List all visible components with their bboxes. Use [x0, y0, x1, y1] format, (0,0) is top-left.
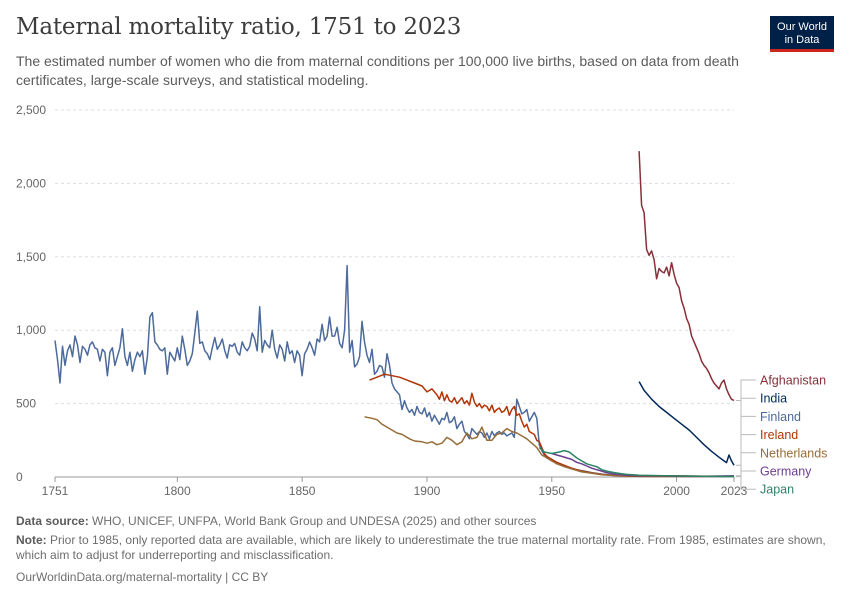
y-axis-ticks: 0 500 1,000 1,500 2,000 2,500: [16, 103, 46, 484]
series-line-ireland[interactable]: [369, 373, 735, 478]
series-label-ireland[interactable]: Ireland: [760, 428, 798, 442]
x-tick-label: 1850: [289, 484, 316, 498]
source-text: WHO, UNICEF, UNFPA, World Bank Group and…: [92, 514, 537, 528]
series-lines: [54, 151, 735, 478]
x-tick-label: 1950: [538, 484, 565, 498]
series-label-netherlands[interactable]: Netherlands: [760, 446, 827, 460]
x-tick-label: 1800: [164, 484, 191, 498]
series-line-india[interactable]: [638, 381, 735, 466]
label-connector: [736, 476, 756, 490]
data-source: Data source: WHO, UNICEF, UNFPA, World B…: [16, 514, 831, 529]
series-line-netherlands[interactable]: [364, 416, 735, 478]
x-axis: 1751 1800 1850 1900 1950 2000 2023: [42, 476, 748, 498]
owid-logo[interactable]: Our World in Data: [770, 16, 834, 52]
label-connector: [736, 452, 756, 477]
y-tick-label: 0: [16, 470, 23, 484]
series-label-afghanistan[interactable]: Afghanistan: [760, 374, 826, 388]
line-chart: 0 500 1,000 1,500 2,000 2,500 1751 1800 1850 190…: [16, 103, 827, 498]
x-tick-label: 1751: [42, 484, 69, 498]
logo-line-2: in Data: [784, 33, 820, 46]
x-tick-label: 1900: [414, 484, 441, 498]
series-line-afghanistan[interactable]: [638, 151, 735, 402]
series-label-japan[interactable]: Japan: [760, 483, 794, 497]
source-label: Data source:: [16, 514, 89, 528]
credit-link[interactable]: OurWorldinData.org/maternal-mortality | …: [16, 570, 269, 584]
logo-line-1: Our World: [777, 20, 827, 33]
series-label-germany[interactable]: Germany: [760, 465, 812, 479]
y-tick-label: 2,500: [16, 103, 46, 117]
label-connector: [736, 397, 756, 466]
label-connector: [736, 415, 756, 477]
series-line-japan[interactable]: [538, 447, 735, 478]
grid-lines: [55, 109, 734, 405]
chart-subtitle: The estimated number of women who die fr…: [16, 53, 739, 88]
y-tick-label: 2,000: [16, 176, 46, 190]
series-line-germany[interactable]: [551, 452, 734, 478]
series-line-finland[interactable]: [54, 264, 735, 478]
x-tick-label: 2000: [663, 484, 690, 498]
label-connector: [736, 434, 756, 477]
series-labels: Afghanistan India Finland Ireland Netherland…: [736, 374, 827, 497]
y-tick-label: 1,000: [16, 323, 46, 337]
data-note: Note: Prior to 1985, only reported data …: [16, 533, 831, 563]
y-tick-label: 500: [16, 397, 36, 411]
chart-title: Maternal mortality ratio, 1751 to 2023: [16, 14, 462, 40]
series-label-finland[interactable]: Finland: [760, 410, 801, 424]
y-tick-label: 1,500: [16, 250, 46, 264]
label-connector: [736, 379, 756, 401]
series-label-india[interactable]: India: [760, 392, 787, 406]
note-text: Prior to 1985, only reported data are av…: [16, 533, 826, 562]
note-label: Note:: [16, 533, 47, 547]
x-tick-label: 2023: [721, 484, 748, 498]
